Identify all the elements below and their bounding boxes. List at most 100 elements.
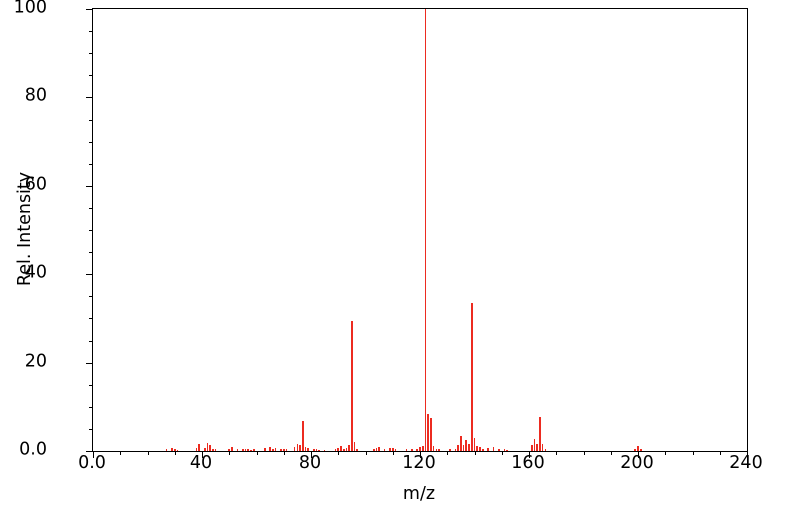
y-axis-minor-tick bbox=[89, 384, 93, 386]
x-axis-minor-tick bbox=[120, 451, 122, 455]
y-axis-minor-tick bbox=[89, 75, 93, 77]
spectrum-peak bbox=[430, 417, 432, 451]
x-axis-minor-tick bbox=[283, 451, 285, 455]
spectrum-peak bbox=[173, 449, 176, 451]
spectrum-peak bbox=[462, 445, 465, 451]
spectrum-peak bbox=[212, 448, 214, 451]
spectrum-peak bbox=[435, 448, 438, 451]
x-axis-minor-tick bbox=[174, 451, 176, 455]
spectrum-peak bbox=[231, 447, 233, 451]
x-axis-minor-tick bbox=[365, 451, 367, 455]
spectrum-peak bbox=[280, 448, 282, 451]
x-axis-tick-label: 240 bbox=[729, 453, 763, 473]
spectrum-peak bbox=[285, 449, 288, 451]
x-axis-minor-tick bbox=[610, 451, 612, 455]
spectrum-peak bbox=[337, 448, 340, 451]
y-axis-tick-label: 40 bbox=[24, 262, 47, 283]
x-axis-tick-label: 0.0 bbox=[78, 453, 106, 473]
spectrum-peak bbox=[421, 445, 424, 451]
y-axis-minor-tick bbox=[89, 207, 93, 209]
spectrum-peak bbox=[206, 443, 209, 451]
spectrum-peak bbox=[203, 448, 206, 451]
plot-area bbox=[86, 8, 748, 458]
x-axis-tick bbox=[529, 451, 530, 458]
spectrum-peak bbox=[405, 449, 408, 451]
spectrum-peak bbox=[252, 449, 255, 451]
spectrum-peak bbox=[272, 448, 274, 451]
spectrum-peak bbox=[340, 445, 342, 451]
spectrum-peak bbox=[391, 448, 394, 451]
y-axis-tick-label: 60 bbox=[24, 174, 47, 195]
spectrum-peak bbox=[334, 448, 337, 451]
spectrum-peak bbox=[375, 448, 378, 451]
spectrum-peak bbox=[301, 420, 304, 451]
spectrum-peak bbox=[454, 448, 457, 451]
spectrum-peak bbox=[637, 446, 639, 451]
spectrum-peak bbox=[410, 449, 413, 451]
x-axis-minor-tick bbox=[719, 451, 721, 455]
spectrum-peak bbox=[318, 449, 320, 451]
y-axis-minor-tick bbox=[89, 141, 93, 143]
spectrum-peak bbox=[299, 444, 301, 451]
x-axis-minor-tick bbox=[147, 451, 149, 455]
spectrum-peak bbox=[476, 445, 479, 451]
y-axis-minor-tick bbox=[89, 31, 93, 33]
spectrum-peak bbox=[465, 440, 468, 451]
spectrum-peak bbox=[244, 449, 247, 451]
x-axis-tick bbox=[747, 451, 748, 458]
spectrum-peak bbox=[353, 442, 356, 451]
spectrum-peak bbox=[348, 444, 350, 451]
spectrum-peak bbox=[427, 414, 429, 451]
spectrum-peak bbox=[468, 444, 470, 451]
spectrum-peak bbox=[372, 448, 375, 451]
y-axis-minor-tick bbox=[89, 296, 93, 298]
spectrum-peak bbox=[263, 448, 266, 451]
spectrum-peak bbox=[228, 449, 231, 451]
x-axis-minor-tick bbox=[583, 451, 585, 455]
spectrum-peak bbox=[470, 302, 473, 451]
spectrum-peak bbox=[539, 417, 541, 451]
x-axis-title: m/z bbox=[402, 484, 436, 504]
y-axis-minor-tick bbox=[89, 406, 93, 408]
x-axis-tick bbox=[638, 451, 639, 458]
y-axis-minor-tick bbox=[89, 230, 93, 231]
spectrum-peak bbox=[536, 444, 538, 451]
spectrum-peak bbox=[304, 447, 307, 451]
spectrum-peak bbox=[269, 446, 271, 451]
x-axis-minor-tick bbox=[692, 451, 694, 455]
y-axis-tick bbox=[86, 9, 93, 10]
x-axis-minor-tick bbox=[665, 451, 667, 455]
y-axis-tick bbox=[86, 362, 93, 364]
spectrum-peak bbox=[345, 447, 348, 451]
spectrum-peak bbox=[419, 446, 421, 451]
x-axis-tick bbox=[420, 451, 421, 458]
spectrum-peak bbox=[432, 445, 435, 451]
spectrum-peak bbox=[315, 448, 318, 451]
spectrum-peak bbox=[195, 448, 198, 451]
y-axis-minor-tick bbox=[89, 252, 93, 254]
y-axis-minor-tick bbox=[89, 428, 93, 430]
spectrum-peak bbox=[503, 449, 506, 451]
spectrum-peak bbox=[165, 448, 168, 451]
spectrum-peak bbox=[351, 321, 353, 451]
spectrum-peak bbox=[236, 448, 239, 451]
spectrum-peak bbox=[274, 448, 277, 451]
spectrum-peak bbox=[378, 447, 380, 451]
spectrum-peak bbox=[449, 449, 451, 451]
x-axis-tick-label: 200 bbox=[620, 453, 654, 473]
spectrum-peak bbox=[198, 444, 201, 451]
y-axis-tick-label: 100 bbox=[13, 0, 47, 18]
x-axis-minor-tick bbox=[447, 451, 449, 455]
spectrum-peak bbox=[250, 449, 252, 451]
y-axis-minor-tick bbox=[89, 318, 93, 320]
x-axis-minor-tick bbox=[501, 451, 503, 455]
spectrum-peak bbox=[639, 449, 642, 451]
spectrum-peak bbox=[383, 449, 386, 451]
spectrum-peak bbox=[214, 449, 217, 451]
spectrum-peak bbox=[541, 443, 544, 451]
y-axis-tick-label: 20 bbox=[24, 350, 47, 371]
spectrum-peak bbox=[296, 443, 299, 451]
x-axis-minor-tick bbox=[338, 451, 340, 455]
x-axis-minor-tick bbox=[556, 451, 558, 455]
y-axis-tick bbox=[86, 185, 93, 187]
